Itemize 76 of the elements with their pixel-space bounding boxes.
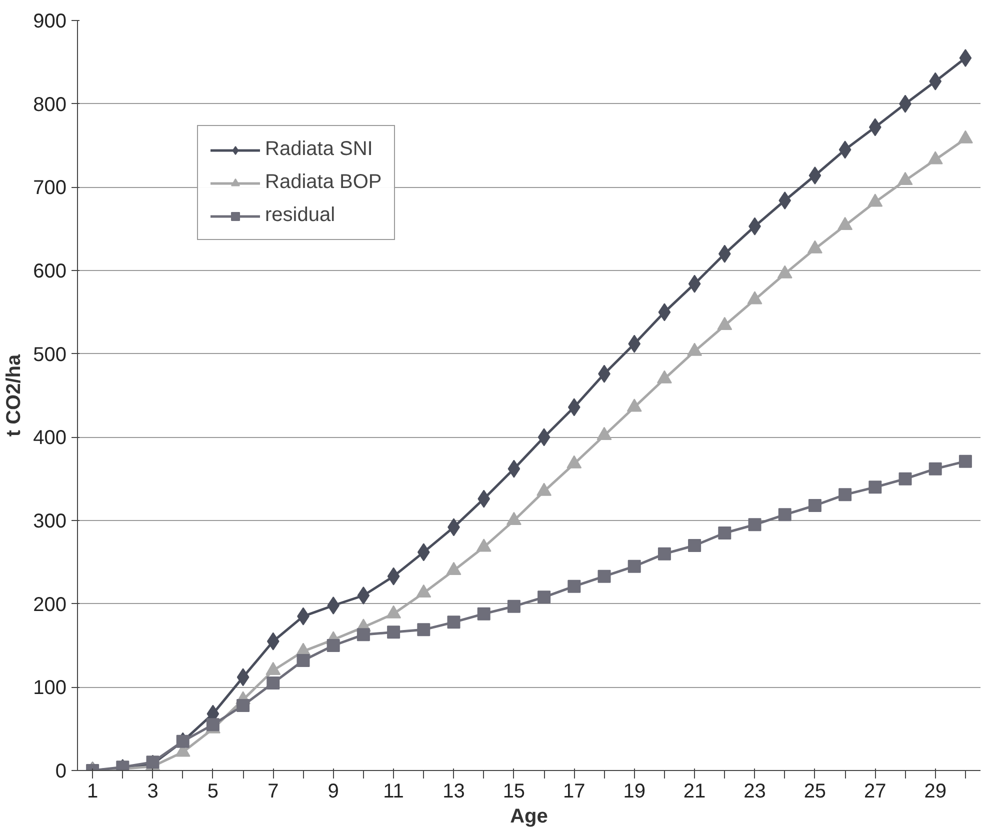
legend-label: Radiata BOP (265, 171, 382, 194)
y-tick-label: 0 (55, 760, 66, 782)
point (508, 460, 520, 478)
x-tick-label: 7 (268, 780, 279, 802)
point (568, 398, 580, 416)
legend-label: residual (265, 204, 336, 227)
x-tick-label: 21 (683, 780, 706, 802)
point (266, 676, 280, 690)
y-tick-label: 600 (33, 260, 67, 282)
point (478, 490, 490, 508)
point (357, 586, 370, 604)
point (477, 607, 490, 620)
point (898, 472, 912, 486)
point (929, 72, 942, 90)
point (296, 654, 310, 667)
x-tick-label: 17 (563, 780, 586, 802)
point (628, 334, 641, 353)
y-tick-label: 300 (33, 510, 67, 532)
point (718, 526, 732, 540)
point (356, 628, 370, 642)
point (266, 632, 280, 650)
point (387, 626, 400, 639)
point (568, 580, 581, 593)
point (417, 543, 430, 562)
point (176, 734, 190, 748)
y-tick-label: 700 (33, 177, 67, 200)
point (688, 274, 701, 293)
y-tick-label: 200 (33, 594, 67, 616)
point (628, 560, 641, 573)
point (417, 623, 430, 636)
y-tick-label: 400 (33, 427, 67, 450)
point (838, 140, 852, 159)
point (387, 567, 400, 586)
x-tick-label: 11 (383, 780, 404, 802)
point (928, 462, 942, 476)
point (748, 518, 762, 532)
point (236, 699, 250, 712)
y-tick-label: 800 (33, 94, 67, 116)
point (868, 118, 882, 136)
point (808, 166, 822, 184)
y-tick-label: 500 (33, 344, 67, 366)
y-tick-label: 900 (33, 10, 67, 32)
point (507, 600, 520, 613)
point (658, 303, 671, 322)
y-axis-title: t CO2/ha (3, 354, 26, 437)
x-tick-label: 3 (147, 780, 158, 802)
x-tick-label: 1 (86, 780, 98, 802)
point (688, 539, 702, 552)
point (838, 488, 852, 502)
x-tick-label: 13 (442, 780, 465, 802)
point (447, 616, 460, 629)
x-tick-label: 27 (864, 780, 886, 802)
x-tick-label: 19 (623, 780, 646, 802)
x-tick-label: 29 (924, 780, 946, 802)
point (327, 596, 340, 614)
legend-label: Radiata SNI (265, 138, 373, 161)
point (868, 480, 882, 494)
point (718, 244, 731, 263)
x-tick-label: 25 (804, 780, 826, 802)
point (598, 570, 611, 583)
point (538, 428, 550, 446)
point (778, 508, 792, 522)
point (778, 192, 792, 210)
x-tick-label: 15 (502, 780, 526, 802)
point (808, 499, 822, 512)
x-axis-title: Age (510, 806, 548, 828)
point (658, 547, 671, 560)
x-tick-label: 23 (744, 780, 766, 802)
point (236, 668, 250, 686)
y-tick-label: 100 (33, 677, 67, 700)
point (958, 454, 972, 468)
point (538, 590, 551, 604)
point (326, 639, 340, 652)
x-tick-label: 5 (207, 780, 219, 802)
point (959, 49, 972, 67)
x-tick-label: 9 (328, 780, 339, 802)
